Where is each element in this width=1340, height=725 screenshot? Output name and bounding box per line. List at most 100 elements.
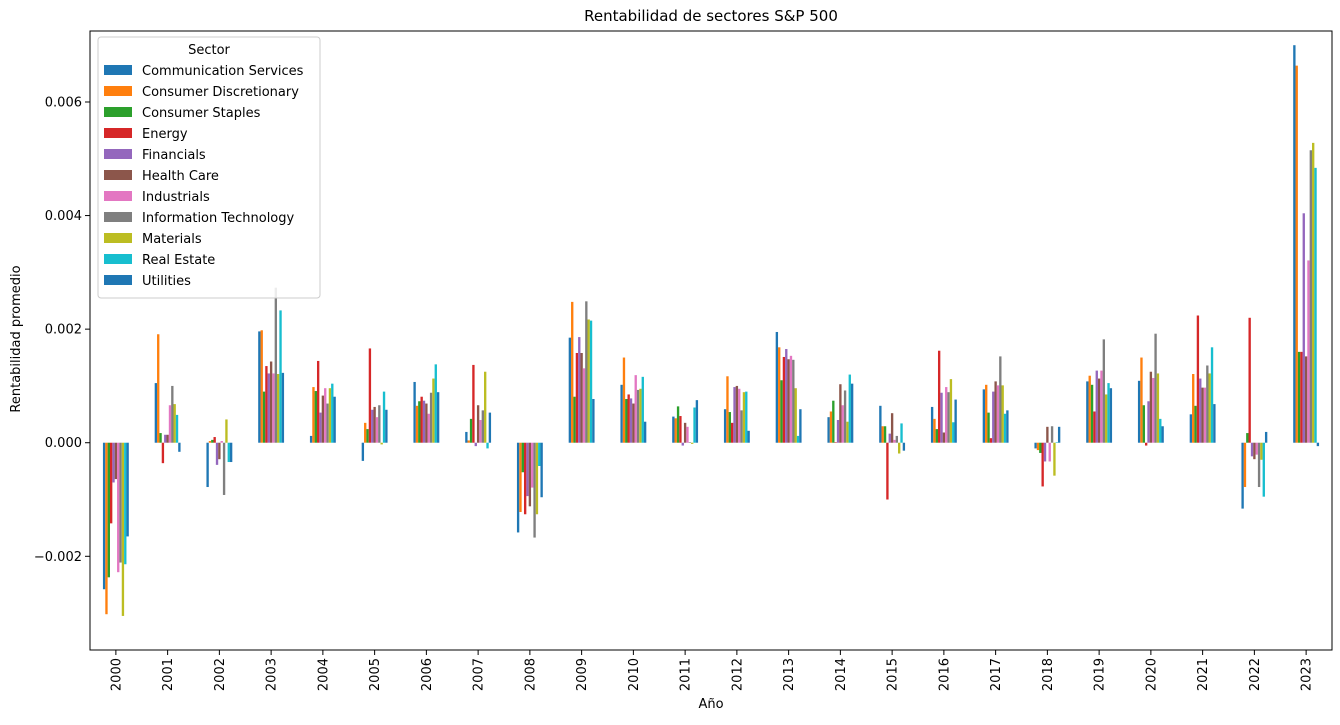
- bar: [796, 435, 800, 443]
- bar: [1093, 411, 1096, 443]
- bar: [1253, 442, 1256, 460]
- bar: [886, 442, 889, 500]
- bar: [589, 320, 593, 443]
- bar: [1043, 442, 1047, 462]
- y-tick-label: 0.004: [45, 209, 82, 224]
- bar: [319, 412, 322, 443]
- bar: [1095, 370, 1098, 443]
- legend-swatch: [104, 128, 132, 138]
- bar: [683, 422, 687, 443]
- legend-label: Health Care: [142, 169, 219, 184]
- legend-swatch: [104, 254, 132, 264]
- bar: [225, 419, 228, 443]
- bar: [580, 352, 583, 443]
- bar: [1105, 394, 1108, 443]
- bar: [674, 418, 677, 443]
- bar: [1041, 442, 1044, 487]
- legend-label: Real Estate: [142, 253, 215, 268]
- bar: [940, 392, 943, 443]
- bar: [632, 403, 635, 443]
- bar: [1293, 45, 1296, 443]
- bar: [1149, 371, 1153, 443]
- bar: [1257, 442, 1261, 488]
- legend-label: Communication Services: [142, 64, 304, 79]
- bar: [521, 442, 524, 473]
- bar: [258, 331, 261, 443]
- bar: [519, 442, 522, 512]
- x-tick-label: 2013: [782, 658, 797, 691]
- bar: [380, 442, 383, 445]
- bar: [787, 359, 790, 443]
- bar: [641, 376, 644, 443]
- bar: [1297, 351, 1301, 443]
- bar: [154, 383, 158, 443]
- bar: [109, 442, 113, 524]
- bar: [538, 442, 541, 466]
- bar: [695, 400, 699, 443]
- bar: [229, 442, 233, 463]
- bar: [672, 416, 675, 443]
- bar: [834, 442, 837, 443]
- bar: [893, 439, 896, 443]
- legend-label: Energy: [142, 127, 188, 142]
- bar: [933, 418, 936, 443]
- bar: [211, 439, 214, 443]
- bar: [881, 426, 884, 443]
- bar: [996, 385, 1000, 443]
- bar: [1206, 365, 1209, 443]
- bar: [620, 384, 623, 443]
- x-tick-label: 2014: [834, 658, 849, 691]
- bar: [1001, 385, 1004, 443]
- bar: [1102, 339, 1105, 443]
- bar: [745, 391, 748, 443]
- bar: [215, 442, 219, 465]
- legend-swatch: [104, 170, 132, 180]
- bar: [476, 405, 480, 443]
- bar: [272, 373, 275, 443]
- bar: [1316, 442, 1320, 447]
- bar: [316, 360, 320, 443]
- bar: [260, 330, 263, 443]
- bar: [102, 442, 106, 590]
- bar: [213, 437, 216, 443]
- bar: [422, 400, 426, 443]
- bar: [827, 417, 830, 443]
- bar: [585, 301, 588, 443]
- bar: [728, 412, 731, 443]
- plot-frame: [89, 30, 1333, 651]
- bar: [164, 434, 167, 443]
- bar: [486, 442, 489, 449]
- bar: [531, 442, 534, 488]
- bar: [159, 433, 162, 443]
- x-tick-label: 2012: [730, 658, 745, 691]
- bar: [686, 426, 689, 443]
- bar: [114, 442, 118, 480]
- x-tick-label: 2011: [679, 658, 694, 691]
- bar: [1260, 442, 1263, 460]
- bar: [434, 364, 437, 443]
- bar: [267, 373, 270, 443]
- bar: [324, 388, 327, 443]
- bar: [985, 384, 988, 443]
- x-axis-label: Año: [698, 697, 723, 712]
- bar: [1246, 433, 1249, 443]
- legend-label: Consumer Discretionary: [142, 85, 299, 100]
- bar: [1192, 374, 1195, 443]
- bar: [328, 388, 332, 443]
- bar: [780, 380, 783, 443]
- bar: [465, 431, 468, 443]
- bar: [676, 406, 680, 443]
- bar: [420, 396, 423, 443]
- bar: [382, 391, 386, 443]
- bar: [157, 334, 160, 443]
- bar: [782, 356, 786, 443]
- bar: [843, 390, 847, 443]
- bar: [850, 383, 854, 443]
- bar: [1295, 65, 1298, 443]
- bar: [592, 398, 595, 443]
- bar: [723, 409, 727, 443]
- bar: [166, 434, 169, 443]
- bar: [1048, 442, 1051, 462]
- bar: [937, 350, 941, 443]
